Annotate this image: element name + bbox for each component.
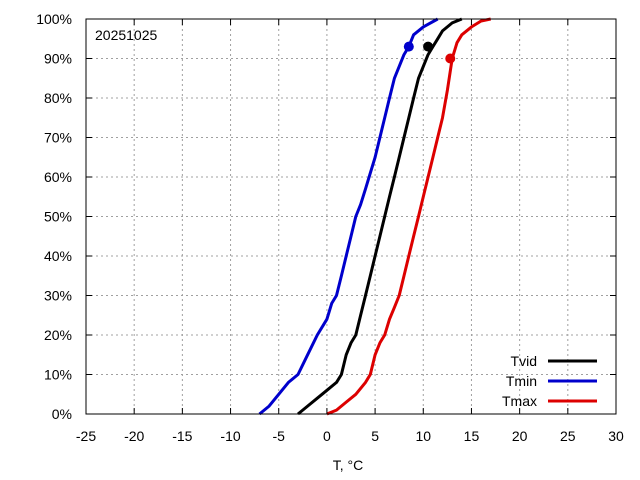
y-tick-label: 30%: [44, 288, 72, 304]
y-tick-label: 20%: [44, 327, 72, 343]
y-tick-label: 10%: [44, 367, 72, 383]
x-axis-label: T, °C: [333, 457, 364, 473]
x-tick-label: -20: [124, 428, 144, 444]
x-tick-label: 20: [512, 428, 528, 444]
y-tick-label: 100%: [36, 11, 72, 27]
y-tick-label: 80%: [44, 90, 72, 106]
series-line-tmax: [326, 17, 492, 416]
y-tick-label: 0%: [52, 406, 72, 422]
y-axis: 0% 10% 20% 30% 40% 50% 60% 70% 80% 90% 100%: [36, 11, 616, 422]
x-tick-label: 5: [371, 428, 379, 444]
legend-label-tvid: Tvid: [511, 353, 537, 369]
x-tick-label: 0: [323, 428, 331, 444]
y-tick-label: 90%: [44, 51, 72, 67]
y-tick-label: 60%: [44, 169, 72, 185]
legend: Tvid Tmin Tmax: [502, 353, 597, 409]
grid: [86, 19, 616, 414]
x-tick-label: -25: [76, 428, 96, 444]
x-tick-label: -15: [172, 428, 192, 444]
x-tick-label: 10: [415, 428, 431, 444]
x-tick-label: -5: [273, 428, 286, 444]
series-line-tvid: [297, 17, 463, 416]
series-marker-tmax: [445, 53, 456, 64]
series-layer: [258, 17, 492, 416]
y-tick-label: 50%: [44, 209, 72, 225]
chart-annotation: 20251025: [95, 27, 158, 43]
legend-label-tmin: Tmin: [506, 373, 537, 389]
series-marker-tvid: [423, 41, 434, 52]
x-tick-label: 30: [608, 428, 624, 444]
y-tick-label: 40%: [44, 248, 72, 264]
x-tick-label: 15: [464, 428, 480, 444]
series-line-tmin: [258, 17, 439, 416]
series-marker-tmin: [403, 41, 414, 52]
x-tick-label: -10: [220, 428, 240, 444]
x-tick-label: 25: [560, 428, 576, 444]
y-tick-label: 70%: [44, 130, 72, 146]
legend-label-tmax: Tmax: [502, 393, 537, 409]
x-axis: -25 -20 -15 -10 -5 0 5 10 15 20 25 30: [76, 19, 624, 444]
